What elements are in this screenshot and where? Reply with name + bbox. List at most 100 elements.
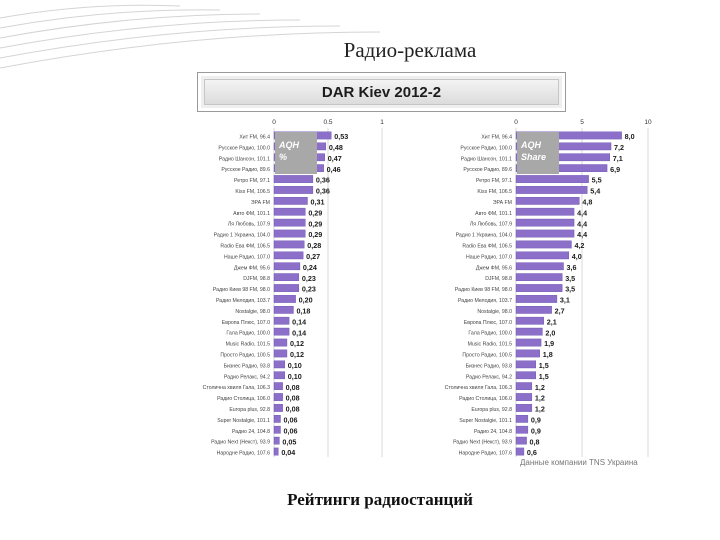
aqh-share-value-label: 1,2 — [535, 383, 545, 392]
aqh-share-value-label: 1,2 — [535, 394, 545, 403]
source-note: Данные компании TNS Украина — [520, 458, 638, 467]
aqh-share-bar — [515, 153, 610, 162]
aqh-percent-legend-box — [275, 132, 317, 174]
aqh-share-category-label: Радио 1 Украина, 104.0 — [456, 233, 512, 239]
aqh-share-value-label: 4,4 — [577, 230, 587, 239]
aqh-share-value-label: 3,5 — [565, 274, 575, 283]
aqh-share-category-label: Русское Радио, 100.0 — [460, 145, 512, 151]
aqh-percent-chart: 0 0.5 1 Хит FM, 96.4 0,53 Русское Радио, 100.… — [203, 119, 385, 457]
aqh-share-value-label: 5,5 — [592, 176, 602, 185]
aqh-share-value-label: 4,4 — [577, 208, 587, 217]
chart-banner-title: DAR Kiev 2012-2 — [204, 79, 559, 105]
aqh-share-category-label: Радио Next (Некст), 93.9 — [453, 440, 512, 446]
aqh-percent-value-label: 0,23 — [302, 274, 316, 283]
aqh-share-category-label: DJFM, 98.8 — [485, 276, 512, 282]
aqh-share-value-label: 4,2 — [574, 241, 584, 250]
aqh-percent-value-label: 0,06 — [283, 426, 297, 435]
aqh-percent-value-label: 0,10 — [288, 372, 302, 381]
aqh-share-panel: 0 5 10 Хит FM, 96.4 8,0 Русское Радио, 100.0 7… — [398, 112, 660, 462]
aqh-percent-bar — [273, 447, 279, 456]
aqh-share-value-label: 2,7 — [555, 307, 565, 316]
aqh-share-value-label: 5,4 — [590, 187, 600, 196]
aqh-share-category-label: Авто ФМ, 101.1 — [475, 211, 512, 217]
aqh-percent-bar — [273, 382, 283, 391]
aqh-percent-category-label: Ретро FM, 97.1 — [234, 178, 270, 184]
aqh-percent-bar — [273, 186, 314, 194]
aqh-percent-bar — [273, 295, 296, 303]
aqh-share-bar — [515, 262, 564, 271]
aqh-percent-category-label: Джем ФМ, 95.6 — [234, 265, 270, 271]
aqh-percent-bar — [273, 196, 308, 205]
aqh-percent-value-label: 0,12 — [290, 339, 304, 348]
aqh-percent-value-label: 0,48 — [329, 143, 343, 152]
aqh-share-value-label: 7,1 — [613, 154, 623, 163]
aqh-percent-bar — [273, 316, 290, 325]
aqh-share-category-label: Европа Плюс, 107.0 — [464, 320, 512, 326]
aqh-share-value-label: 1,9 — [544, 339, 554, 348]
aqh-percent-value-label: 0,08 — [286, 383, 300, 392]
aqh-percent-value-label: 0,05 — [282, 437, 296, 446]
aqh-percent-legend-text: % — [279, 152, 287, 162]
aqh-share-bar — [515, 404, 533, 412]
aqh-share-category-label: Народне Радио, 107.6 — [459, 451, 512, 457]
aqh-share-legend-box — [517, 132, 559, 174]
aqh-percent-value-label: 0,29 — [308, 208, 322, 217]
aqh-percent-value-label: 0,29 — [308, 230, 322, 239]
aqh-share-bar — [515, 273, 563, 282]
aqh-percent-value-label: 0,14 — [292, 328, 306, 337]
aqh-share-category-label: Radio Ева ФМ, 106.5 — [462, 244, 512, 250]
aqh-share-bar — [515, 142, 612, 151]
aqh-share-category-label: ЭРА FM — [493, 200, 512, 206]
aqh-share-category-label: Джем ФМ, 95.6 — [476, 265, 512, 271]
aqh-share-bar — [515, 186, 588, 194]
aqh-share-category-label: Nostalgie, 98.0 — [477, 309, 512, 315]
aqh-percent-category-label: Гала Радио, 100.0 — [226, 331, 270, 337]
aqh-percent-category-label: Радио Мелодия, 103.7 — [216, 298, 270, 304]
aqh-share-bar — [515, 175, 589, 183]
aqh-share-tick-label: 0 — [514, 119, 518, 126]
aqh-percent-bar — [273, 207, 306, 216]
aqh-share-bar — [515, 360, 536, 369]
aqh-percent-bar — [273, 284, 300, 292]
aqh-percent-bar — [273, 327, 290, 336]
aqh-percent-bar — [273, 349, 288, 358]
aqh-share-bar — [515, 218, 575, 227]
aqh-percent-value-label: 0,14 — [292, 317, 306, 326]
aqh-share-value-label: 4,4 — [577, 219, 587, 228]
aqh-share-category-label: Super Nostalgie, 101.1 — [459, 418, 512, 424]
aqh-percent-value-label: 0,20 — [299, 296, 313, 305]
aqh-share-bar — [515, 349, 540, 358]
aqh-share-category-label: Радио Шансон, 101.1 — [461, 156, 512, 162]
aqh-percent-category-label: Радио Релакс, 94.2 — [224, 374, 270, 380]
aqh-percent-bar — [273, 360, 286, 369]
aqh-share-category-label: Русское Радио, 89.6 — [463, 167, 512, 173]
aqh-share-bar — [515, 338, 542, 347]
aqh-share-category-label: Столична хвиля Гала, 106.3 — [445, 385, 512, 391]
aqh-share-value-label: 4,0 — [572, 252, 582, 261]
aqh-percent-legend-text: AQH — [278, 140, 300, 150]
aqh-percent-value-label: 0,04 — [281, 448, 295, 457]
aqh-percent-category-label: Авто ФМ, 101.1 — [233, 211, 270, 217]
aqh-share-value-label: 1,5 — [539, 372, 549, 381]
chart-banner: DAR Kiev 2012-2 — [197, 72, 566, 112]
aqh-percent-category-label: Столична хвиля Гала, 106.3 — [203, 385, 270, 391]
aqh-percent-value-label: 0,10 — [288, 361, 302, 370]
aqh-share-bar — [515, 393, 533, 401]
aqh-share-value-label: 0,9 — [531, 416, 541, 425]
aqh-percent-value-label: 0,27 — [306, 252, 320, 261]
aqh-percent-value-label: 0,12 — [290, 350, 304, 359]
aqh-share-bar — [515, 295, 558, 303]
aqh-percent-bar — [273, 393, 283, 401]
aqh-share-category-label: Просто Радио, 100.5 — [462, 353, 512, 359]
aqh-percent-value-label: 0,46 — [327, 165, 341, 174]
aqh-percent-category-label: Kiss FM, 106.5 — [235, 189, 270, 195]
aqh-percent-tick-label: 0.5 — [323, 119, 332, 126]
aqh-share-category-label: Ля Любовь, 107.9 — [470, 222, 512, 228]
aqh-percent-value-label: 0,18 — [296, 307, 310, 316]
aqh-share-category-label: Гала Радио, 100.0 — [468, 331, 512, 337]
aqh-percent-category-label: Русское Радио, 100.0 — [218, 145, 270, 151]
aqh-percent-value-label: 0,53 — [334, 132, 348, 141]
aqh-share-bar — [515, 382, 533, 391]
aqh-share-bar — [515, 371, 536, 380]
aqh-share-tick-label: 5 — [580, 119, 584, 126]
